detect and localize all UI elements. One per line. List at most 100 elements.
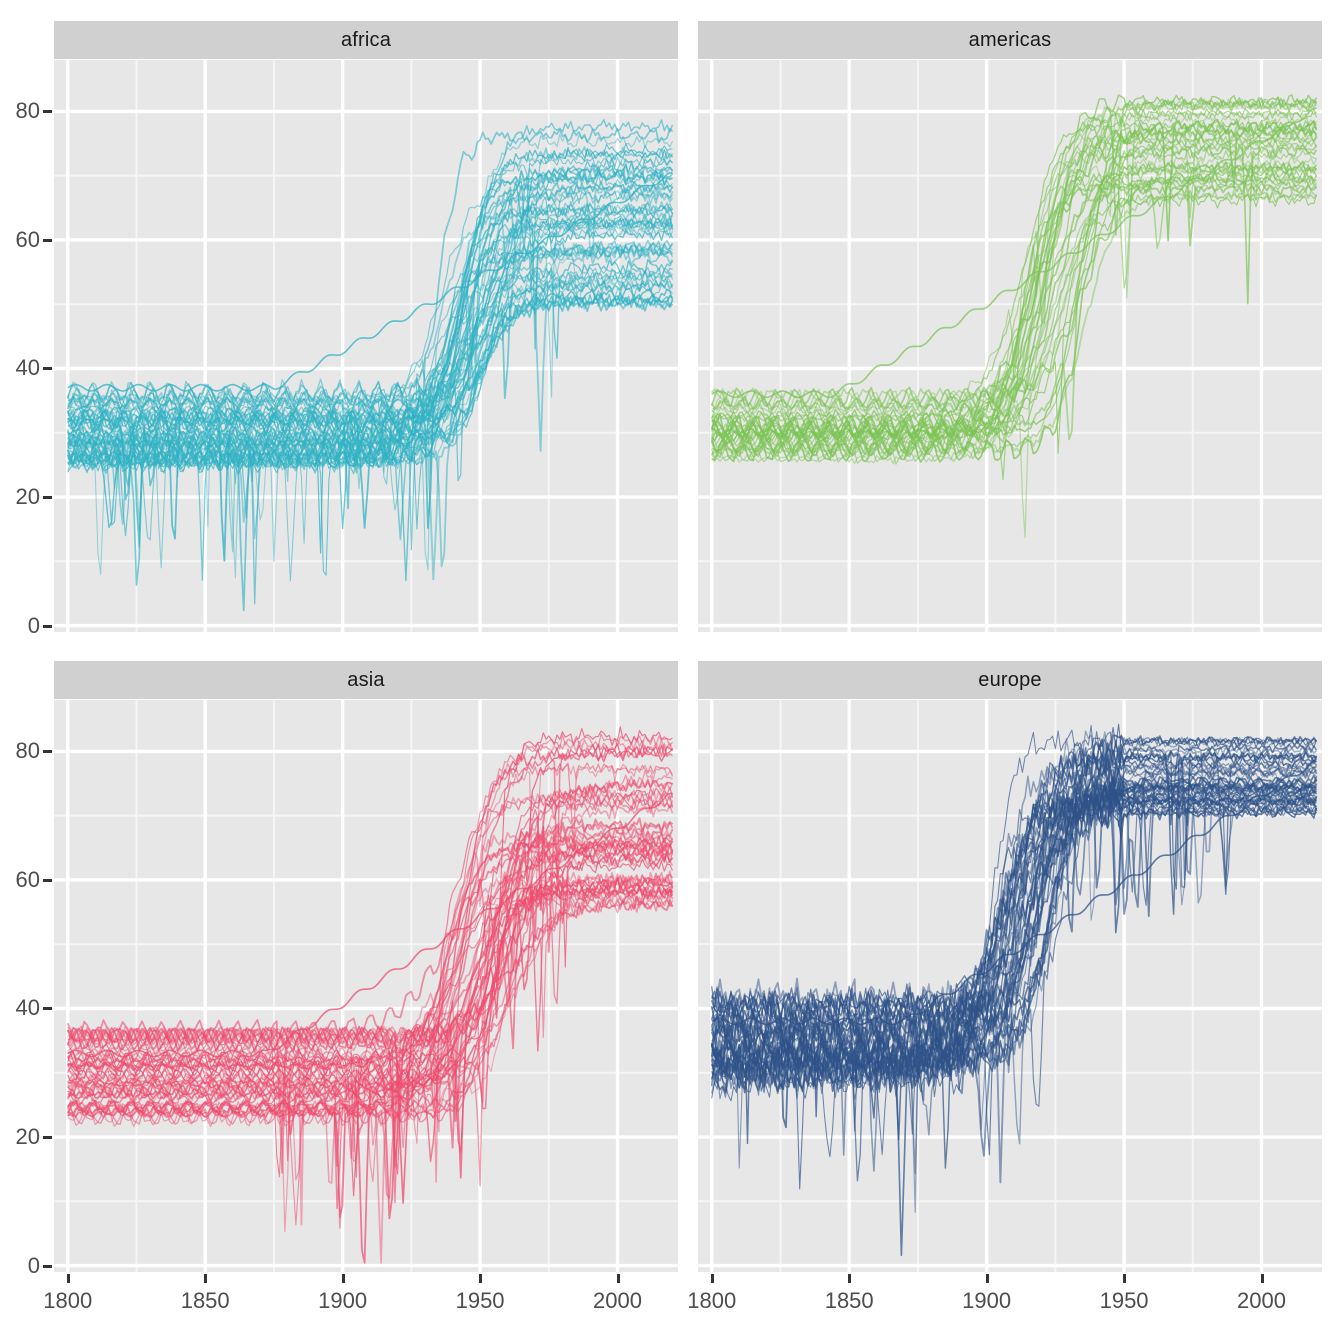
panel-canvas-africa	[54, 60, 678, 632]
series-line	[67, 798, 674, 1187]
series-line	[67, 180, 674, 501]
x-axis-tick-label: 1900	[318, 1288, 368, 1313]
series-line	[67, 155, 673, 411]
y-axis-tick-label: 0	[27, 1252, 40, 1278]
y-axis-tick-mark	[43, 496, 52, 500]
series-line	[66, 279, 674, 510]
series-line	[66, 299, 674, 612]
x-axis-tick-label: 2000	[1237, 1288, 1286, 1313]
series-line	[67, 212, 674, 436]
series-line	[67, 266, 673, 541]
series-line	[711, 94, 1317, 431]
x-axis-tick-mark	[341, 1274, 345, 1283]
x-axis-tick-mark	[1260, 1274, 1264, 1283]
x-axis-tick-label: 1850	[180, 1288, 230, 1313]
x-axis-tick-label: 1800	[687, 1288, 737, 1313]
series-line	[711, 776, 1317, 1135]
series-line	[67, 202, 674, 529]
series-line	[67, 168, 674, 455]
series-line	[711, 126, 1318, 442]
series-line	[711, 751, 1317, 1028]
series-line	[711, 190, 1318, 442]
series-group-africa	[66, 118, 674, 612]
series-line	[67, 743, 673, 1085]
series-line	[710, 124, 1318, 456]
x-axis-tick-mark	[204, 1274, 208, 1283]
series-line	[711, 167, 1317, 454]
facet-strip-label: europe	[978, 668, 1042, 691]
series-line	[711, 180, 1317, 431]
series-line	[67, 200, 674, 553]
x-axis-tick-label: 1800	[43, 1288, 93, 1313]
series-line	[711, 133, 1317, 416]
series-line	[67, 842, 674, 1175]
panel-canvas-europe	[698, 700, 1322, 1272]
series-line	[711, 193, 1318, 440]
panel-asia	[54, 700, 678, 1272]
series-group-europe	[710, 723, 1318, 1257]
y-axis-tick-label: 20	[15, 484, 40, 510]
x-axis-tick-mark	[479, 1274, 483, 1283]
series-group-asia	[66, 726, 674, 1264]
series-line	[67, 187, 674, 424]
series-line	[711, 724, 1317, 1068]
series-line	[711, 133, 1318, 420]
x-axis-tick-label: 1950	[1099, 1288, 1149, 1313]
series-line	[67, 240, 673, 571]
y-axis-tick-mark	[43, 367, 52, 371]
series-line	[67, 190, 674, 430]
series-line	[711, 153, 1318, 539]
y-axis-tick-label: 80	[15, 738, 40, 764]
panel-canvas-americas	[698, 60, 1322, 632]
panel-americas	[698, 60, 1322, 632]
series-line	[67, 881, 674, 1162]
series-line-early-riser	[711, 107, 1317, 399]
series-line	[67, 143, 673, 530]
series-line	[67, 788, 674, 1146]
facet-strip-label: asia	[347, 668, 385, 691]
panel-europe	[698, 700, 1322, 1272]
y-axis-tick-mark	[43, 624, 52, 628]
series-line	[67, 258, 674, 548]
facet-strip-europe: europe	[698, 661, 1322, 699]
y-axis-tick-mark	[43, 1264, 52, 1268]
series-line	[67, 216, 673, 579]
facet-strip-label: americas	[968, 28, 1052, 51]
y-axis-tick-label: 60	[15, 226, 40, 252]
y-axis-tick-mark	[43, 1007, 52, 1011]
series-line	[67, 884, 674, 1167]
series-line	[67, 870, 674, 1062]
y-axis-tick-mark	[43, 1136, 52, 1140]
x-axis-tick-label: 1850	[824, 1288, 874, 1313]
x-axis-tick-mark	[848, 1274, 852, 1283]
series-line	[711, 778, 1318, 1169]
series-line	[67, 899, 674, 1229]
series-line	[67, 786, 674, 1162]
x-axis-tick-label: 1950	[455, 1288, 505, 1313]
series-line-early-riser	[67, 792, 673, 1058]
x-axis-tick-label: 1900	[962, 1288, 1012, 1313]
x-axis-tick-label: 2000	[593, 1288, 642, 1313]
y-axis-tick-label: 40	[15, 995, 40, 1021]
panel-canvas-asia	[54, 700, 678, 1272]
facet-strip-label: africa	[340, 28, 392, 51]
series-line	[67, 284, 673, 416]
x-axis-tick-mark	[66, 1274, 70, 1283]
facet-strip-asia: asia	[54, 661, 678, 699]
y-axis-tick-label: 20	[15, 1124, 40, 1150]
series-line	[67, 118, 674, 405]
series-line	[67, 747, 674, 1098]
series-line	[711, 189, 1317, 458]
panel-africa	[54, 60, 678, 632]
x-axis-tick-mark	[710, 1274, 714, 1283]
y-axis-tick-label: 80	[15, 98, 40, 124]
series-line	[711, 174, 1318, 415]
series-line	[67, 793, 674, 1204]
series-line-early-riser	[67, 171, 673, 392]
y-axis-tick-mark	[43, 750, 52, 754]
series-line	[67, 228, 674, 431]
series-line	[66, 851, 674, 1204]
series-line	[711, 780, 1317, 1060]
x-axis-tick-mark	[985, 1274, 989, 1283]
